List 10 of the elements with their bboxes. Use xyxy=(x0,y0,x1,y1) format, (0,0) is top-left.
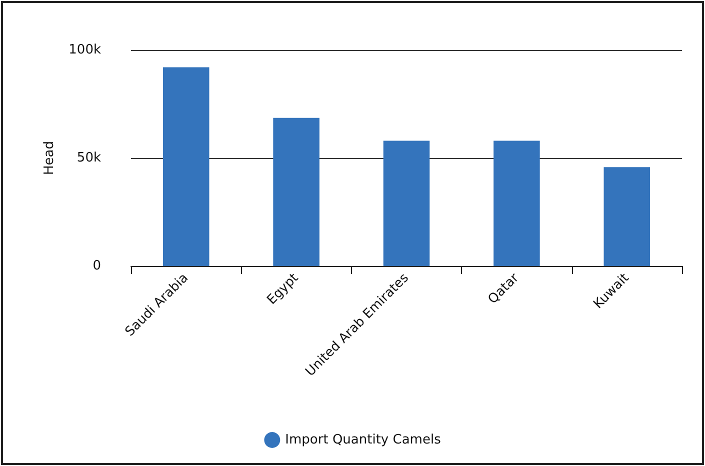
bar xyxy=(273,118,320,266)
y-tick-label: 0 xyxy=(92,258,101,274)
y-axis-title: Head xyxy=(42,141,57,175)
legend-label: Import Quantity Camels xyxy=(285,432,442,448)
y-tick-label: 50k xyxy=(76,150,102,166)
y-tick-label: 100k xyxy=(68,42,102,58)
bar xyxy=(383,140,430,266)
bar xyxy=(494,140,540,266)
bar xyxy=(604,167,650,266)
bar xyxy=(162,67,210,266)
